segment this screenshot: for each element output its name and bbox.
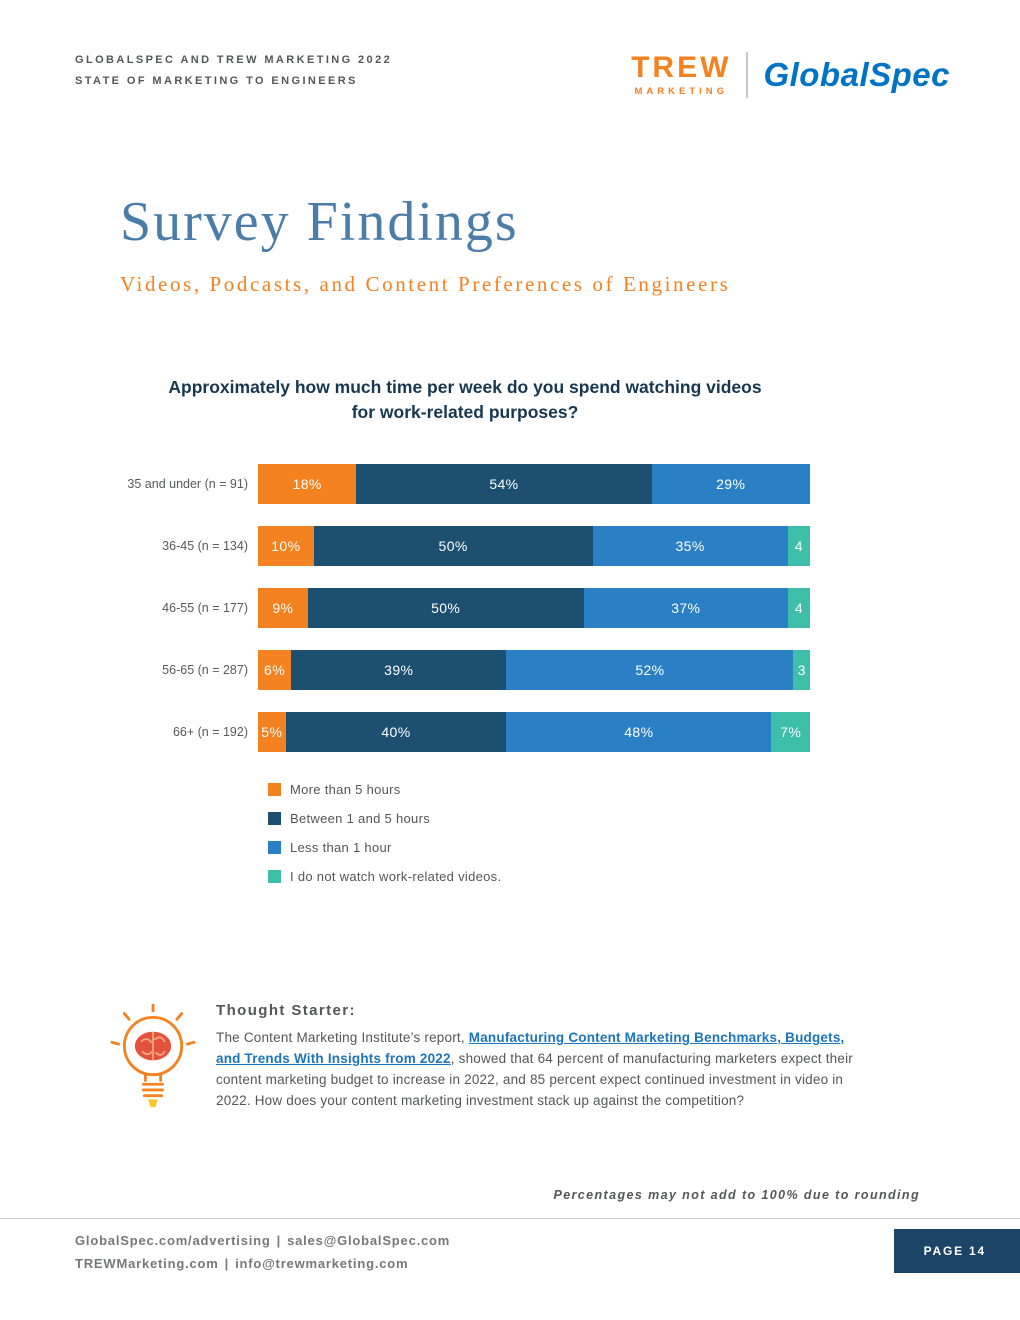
bar-segment: 50%: [313, 525, 593, 566]
globalspec-advertising-link[interactable]: GlobalSpec.com/advertising: [75, 1233, 271, 1248]
bar-segment: 6%: [258, 649, 292, 690]
bar-segment: 40%: [285, 711, 507, 752]
bar-segment: 18%: [258, 463, 357, 504]
legend-label: Less than 1 hour: [290, 839, 392, 855]
footer-contacts: GlobalSpec.com/advertising | sales@GlobalS…: [75, 1229, 450, 1276]
page-title: Survey Findings: [120, 191, 519, 253]
category-label: 46-55 (n = 177): [162, 600, 248, 615]
globalspec-logo: GlobalSpec: [763, 56, 950, 93]
bar-row: 66+ (n = 192) 5% 40% 48% 7%: [120, 711, 810, 752]
category-label: 66+ (n = 192): [172, 724, 248, 739]
footer-line-2: TREWMarketing.com | info@trewmarketing.com: [75, 1252, 450, 1275]
thought-starter-heading: Thought Starter:: [216, 1002, 356, 1019]
bar-segment: 37%: [583, 587, 788, 628]
sales-email-link[interactable]: sales@GlobalSpec.com: [287, 1233, 451, 1248]
bar-row: 36-45 (n = 134) 10% 50% 35% 4: [120, 525, 810, 566]
bar-segment: 7%: [771, 711, 810, 752]
thought-starter-body: Thought Starter: The Content Marketing I…: [216, 1002, 871, 1116]
legend-swatch: [268, 840, 281, 854]
stacked-bar: 6% 39% 52% 3: [258, 649, 811, 690]
thought-text-before: The Content Marketing Institute’s report…: [216, 1030, 469, 1045]
chart-title: Approximately how much time per week do …: [168, 377, 762, 423]
page-number-badge: PAGE 14: [893, 1229, 1020, 1273]
bar-segment: 39%: [291, 649, 507, 690]
footer-line-1: GlobalSpec.com/advertising | sales@GlobalS…: [75, 1229, 450, 1252]
eyebrow-line-2: STATE OF MARKETING TO ENGINEERS: [75, 74, 358, 87]
legend-label: Between 1 and 5 hours: [290, 810, 431, 826]
chart-section: Approximately how much time per week do …: [120, 375, 811, 884]
thought-starter-section: Thought Starter: The Content Marketing I…: [110, 1002, 880, 1116]
stacked-bar: 9% 50% 37% 4: [258, 587, 810, 628]
report-eyebrow: GLOBALSPEC AND TREW MARKETING 2022 STATE…: [75, 50, 392, 92]
legend-label: More than 5 hours: [290, 781, 401, 797]
eyebrow-line-1: GLOBALSPEC AND TREW MARKETING 2022: [75, 54, 393, 66]
bar-segment: 5%: [258, 711, 286, 752]
bar-row: 46-55 (n = 177) 9% 50% 37% 4: [120, 587, 810, 628]
bar-segment: 48%: [506, 711, 772, 752]
legend-item: I do not watch work-related videos.: [268, 869, 810, 884]
bar-segment: 35%: [592, 525, 788, 566]
bar-segment: 4: [787, 525, 810, 566]
bar-segment: 4: [787, 587, 810, 628]
page-footer: GlobalSpec.com/advertising | sales@GlobalS…: [0, 1218, 1020, 1276]
thought-starter-text: The Content Marketing Institute’s report…: [216, 1028, 871, 1112]
footer-separator: |: [276, 1233, 282, 1248]
bar-row: 35 and under (n = 91) 18% 54% 29%: [120, 463, 810, 504]
legend-label: I do not watch work-related videos.: [290, 868, 502, 884]
report-link[interactable]: Manufacturing Content Marketing Benchmar…: [216, 1030, 845, 1066]
bar-segment: 29%: [651, 463, 810, 504]
page-header: GLOBALSPEC AND TREW MARKETING 2022 STATE…: [0, 0, 1020, 98]
thought-text-after: , showed that 64 percent of manufacturin…: [216, 1050, 853, 1108]
stacked-bar: 5% 40% 48% 7%: [258, 711, 810, 752]
page-subtitle: Videos, Podcasts, and Content Preference…: [120, 272, 731, 296]
trew-marketing-logo: TREW MARKETING: [631, 51, 732, 98]
legend-item: Less than 1 hour: [268, 840, 810, 855]
logo-divider: [746, 52, 749, 98]
title-block: Survey Findings Videos, Podcasts, and Co…: [0, 194, 1020, 297]
lightbulb-brain-icon: [110, 1002, 200, 1116]
bar-segment: 9%: [258, 587, 308, 628]
category-label: 56-65 (n = 287): [162, 662, 248, 677]
legend-swatch: [268, 811, 281, 825]
stacked-bar: 10% 50% 35% 4: [258, 525, 810, 566]
bar-segment: 52%: [506, 649, 794, 690]
bar-row: 56-65 (n = 287) 6% 39% 52% 3: [120, 649, 811, 690]
footer-separator: |: [224, 1256, 230, 1272]
bar-segment: 54%: [356, 463, 652, 504]
legend-item: Between 1 and 5 hours: [268, 811, 810, 826]
category-label: 36-45 (n = 134): [162, 538, 248, 553]
legend-swatch: [268, 782, 281, 796]
trew-logo-sub: MARKETING: [634, 86, 729, 97]
stacked-bar-chart: 35 and under (n = 91) 18% 54% 29% 36-45 (n =…: [120, 463, 811, 752]
bar-segment: 10%: [258, 525, 314, 566]
info-email-link[interactable]: info@trewmarketing.com: [235, 1256, 409, 1272]
logo-group: TREW MARKETING GlobalSpec: [631, 52, 950, 98]
rounding-footnote: Percentages may not add to 100% due to r…: [553, 1188, 920, 1202]
legend-item: More than 5 hours: [268, 782, 810, 797]
chart-legend: More than 5 hours Between 1 and 5 hours Le…: [268, 782, 810, 884]
stacked-bar: 18% 54% 29%: [258, 463, 810, 504]
trewmarketing-link[interactable]: TREWMarketing.com: [75, 1256, 219, 1272]
trew-logo-word: TREW: [631, 51, 732, 84]
legend-swatch: [268, 869, 281, 883]
bar-segment: 50%: [307, 587, 584, 628]
bar-segment: 3: [793, 649, 811, 690]
category-label: 35 and under (n = 91): [127, 476, 248, 491]
